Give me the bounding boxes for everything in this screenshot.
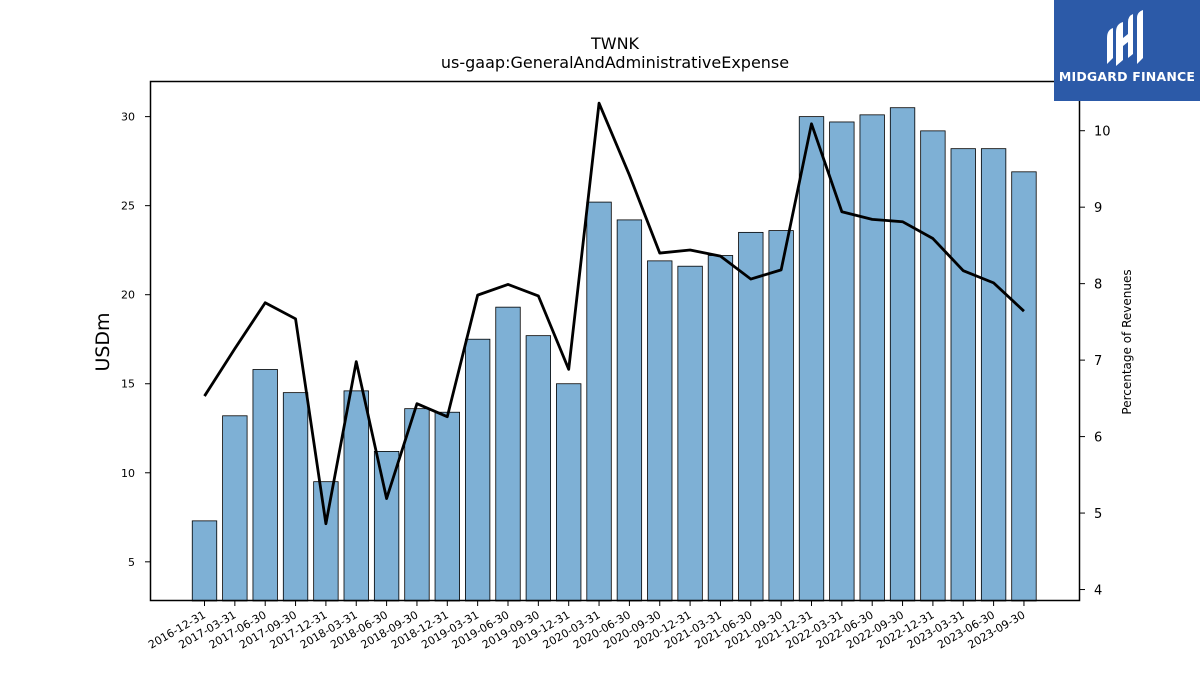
bar	[404, 408, 430, 602]
chart-title: TWNK	[590, 34, 640, 53]
bar	[738, 231, 764, 602]
bar	[1011, 171, 1037, 602]
bar	[707, 255, 734, 602]
y-axis-left: 5 10 15 20 25 30	[121, 111, 150, 569]
bar	[677, 265, 703, 602]
bar	[525, 335, 551, 602]
bar	[768, 230, 794, 602]
bar	[950, 148, 976, 602]
bar	[889, 107, 916, 602]
y-tick-label: 5	[128, 556, 135, 569]
bar	[252, 369, 278, 602]
bar	[434, 411, 460, 602]
bar-series	[191, 107, 1037, 602]
bar	[980, 148, 1007, 602]
y-axis-label-left: USDm	[92, 312, 114, 371]
bar	[920, 130, 946, 602]
bar	[798, 116, 825, 602]
y-tick-label: 10	[121, 467, 135, 480]
bar	[464, 338, 491, 602]
y-tick-label: 20	[121, 289, 135, 302]
brand-logo: MIDGARD FINANCE	[1054, 0, 1200, 101]
y-axis-label-right: Percentage of Revenues	[1120, 269, 1134, 414]
y2-tick-label: 10	[1094, 125, 1111, 140]
bar	[829, 121, 855, 602]
bar	[343, 390, 369, 602]
y2-tick-label: 7	[1094, 354, 1102, 369]
bar	[586, 201, 612, 602]
bar	[282, 392, 309, 602]
bar	[222, 415, 248, 602]
bar	[191, 520, 218, 602]
bar	[556, 383, 582, 602]
bar	[495, 306, 521, 602]
y2-tick-label: 9	[1094, 201, 1102, 216]
line-series	[203, 101, 1025, 526]
chart-subtitle: us-gaap:GeneralAndAdministrativeExpense	[441, 53, 789, 72]
y-axis-right: 4 5 6 7 8 9 10	[1080, 125, 1111, 599]
x-axis: 2016-12-312017-03-312017-06-302017-09-30…	[146, 601, 1027, 652]
midgard-logo-icon	[1107, 10, 1143, 66]
y-tick-label: 15	[121, 378, 135, 391]
bar	[616, 219, 643, 602]
bar	[859, 114, 885, 602]
y2-tick-label: 4	[1094, 584, 1102, 599]
bar	[313, 481, 339, 602]
bar	[647, 260, 673, 602]
line-series-path	[203, 101, 1025, 526]
y-tick-label: 25	[121, 200, 135, 213]
y2-tick-label: 8	[1094, 278, 1102, 293]
plot-frame	[149, 80, 1081, 602]
y-tick-label: 30	[121, 111, 135, 124]
logo-text: MIDGARD FINANCE	[1058, 69, 1196, 84]
y2-tick-label: 5	[1094, 507, 1102, 522]
y2-tick-label: 6	[1094, 431, 1102, 446]
